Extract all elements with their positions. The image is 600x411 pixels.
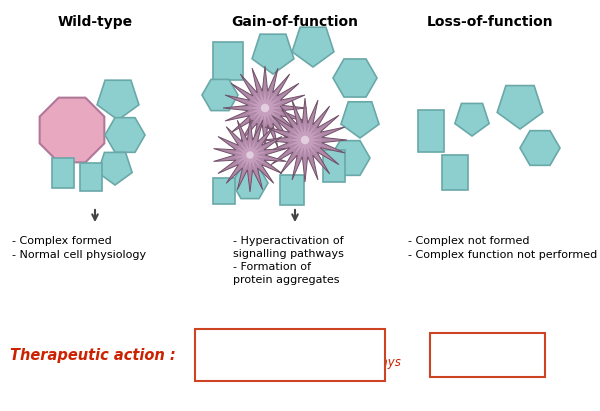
Text: - Formation of: - Formation of — [233, 262, 311, 272]
Text: - Normal cell physiology: - Normal cell physiology — [12, 250, 146, 260]
Text: - Prevent polymer formation: - Prevent polymer formation — [202, 335, 370, 349]
Circle shape — [301, 136, 309, 144]
Circle shape — [261, 104, 269, 112]
Bar — [213, 178, 235, 204]
Polygon shape — [263, 98, 347, 182]
Text: Therapeutic action :: Therapeutic action : — [10, 347, 176, 363]
Text: Loss-of-function: Loss-of-function — [427, 15, 553, 29]
Text: - Complex formed: - Complex formed — [12, 236, 112, 246]
Text: signalling pathways: signalling pathways — [233, 249, 344, 259]
Bar — [195, 329, 385, 381]
Bar — [323, 150, 345, 182]
Polygon shape — [497, 85, 543, 129]
Polygon shape — [202, 79, 238, 111]
Bar — [442, 155, 468, 190]
Polygon shape — [286, 121, 324, 159]
Polygon shape — [341, 102, 379, 138]
Polygon shape — [97, 80, 139, 120]
Polygon shape — [105, 118, 145, 152]
Text: - Complex function not performed: - Complex function not performed — [408, 250, 597, 260]
Polygon shape — [98, 152, 132, 185]
Polygon shape — [292, 27, 334, 67]
Polygon shape — [455, 104, 489, 136]
Bar — [430, 333, 545, 377]
Polygon shape — [40, 98, 104, 162]
Polygon shape — [233, 139, 266, 172]
Text: protein aggregates: protein aggregates — [233, 275, 340, 285]
Bar — [418, 110, 444, 152]
Polygon shape — [232, 167, 268, 199]
Polygon shape — [223, 66, 307, 150]
Text: - Complex not formed: - Complex not formed — [408, 236, 530, 246]
Circle shape — [246, 151, 254, 159]
Polygon shape — [333, 59, 377, 97]
Text: Gain-of-function: Gain-of-function — [232, 15, 359, 29]
Polygon shape — [330, 141, 370, 175]
Text: - Hyperactivation of: - Hyperactivation of — [233, 236, 344, 246]
Polygon shape — [252, 34, 294, 74]
Bar — [213, 42, 243, 80]
Bar — [80, 163, 102, 191]
Text: - Inhibit hyperactivated pathways: - Inhibit hyperactivated pathways — [202, 356, 401, 369]
Text: ?: ? — [480, 343, 495, 367]
Bar — [280, 175, 304, 205]
Polygon shape — [520, 131, 560, 165]
Polygon shape — [214, 118, 286, 192]
Bar — [52, 158, 74, 188]
Polygon shape — [246, 89, 284, 127]
Text: Wild-type: Wild-type — [58, 15, 133, 29]
